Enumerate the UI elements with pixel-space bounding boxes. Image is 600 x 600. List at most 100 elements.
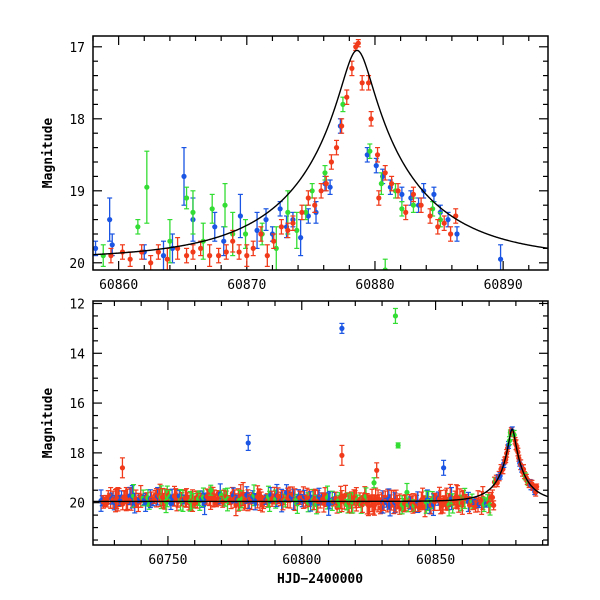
red-data-point — [374, 462, 380, 479]
red-data-point — [323, 175, 329, 192]
y-tick-label: 18 — [69, 113, 85, 128]
bottom-x-axis-title: HJD−2400000 — [277, 572, 363, 587]
red-data-point — [410, 186, 417, 203]
blue-data-point — [277, 201, 283, 217]
red-data-point — [344, 89, 350, 106]
red-data-point — [164, 247, 170, 270]
blue-data-point — [212, 211, 218, 242]
blue-data-point — [305, 208, 311, 224]
bottom-model-curve — [93, 428, 548, 503]
green-data-point — [222, 183, 228, 228]
red-data-point — [339, 118, 345, 134]
bottom-y-tick-labels: 12 14 16 18 20 — [69, 297, 85, 511]
red-data-point — [374, 147, 381, 163]
y-tick-label: 20 — [69, 497, 85, 512]
red-data-point — [216, 247, 222, 264]
top-plot-frame — [92, 35, 549, 271]
green-data-point — [392, 307, 399, 325]
red-data-point — [174, 237, 181, 260]
red-data-point — [244, 244, 250, 267]
x-tick-label: 60860 — [99, 278, 138, 293]
red-data-point — [236, 244, 242, 260]
red-data-point — [382, 165, 388, 181]
blue-data-point — [160, 240, 167, 270]
y-tick-label: 19 — [69, 185, 85, 200]
x-tick-label: 60750 — [148, 553, 187, 568]
red-data-point — [299, 204, 305, 221]
red-data-point — [127, 251, 133, 267]
red-data-point — [441, 215, 447, 231]
blue-data-point — [181, 147, 187, 206]
red-data-point — [207, 244, 213, 267]
red-data-point — [271, 233, 277, 249]
green-data-point — [190, 190, 196, 235]
green-data-point — [399, 201, 405, 217]
red-data-point — [223, 244, 229, 260]
bottom-plot-frame — [92, 300, 549, 546]
x-tick-label: 60880 — [355, 278, 394, 293]
blue-data-point — [497, 244, 504, 270]
red-data-point — [355, 38, 361, 48]
green-data-point — [378, 172, 384, 195]
y-tick-label: 12 — [69, 297, 85, 312]
red-data-point — [108, 247, 114, 264]
blue-data-point — [454, 226, 460, 242]
red-data-point — [119, 457, 126, 479]
bottom-data-points — [98, 307, 540, 518]
top-panel: 60860 60870 60880 60890 17 18 19 20 Magnitude — [41, 35, 549, 293]
red-data-point — [250, 240, 256, 257]
green-data-point — [367, 143, 373, 159]
bottom-panel: 60750 60800 60850 12 14 16 18 20 Magnitude HJD… — [41, 297, 549, 587]
red-data-point — [148, 255, 154, 270]
red-data-point — [312, 197, 318, 213]
top-y-tick-labels: 17 18 19 20 — [69, 41, 85, 272]
top-model-curve — [93, 49, 548, 256]
blue-data-point — [254, 211, 260, 249]
red-data-point — [230, 229, 236, 253]
green-data-point — [167, 219, 173, 264]
blue-data-point — [263, 208, 269, 231]
green-data-point — [273, 226, 279, 270]
green-data-point — [371, 477, 377, 489]
blue-data-point — [237, 193, 243, 239]
red-data-point — [359, 74, 365, 91]
red-data-point — [305, 190, 311, 206]
red-data-point — [318, 183, 324, 199]
blue-data-point — [107, 197, 113, 242]
blue-data-point — [364, 147, 370, 163]
red-data-point — [491, 500, 497, 511]
blue-data-point — [169, 233, 176, 264]
y-tick-label: 14 — [69, 347, 85, 362]
red-data-point — [403, 204, 409, 221]
green-data-point — [322, 165, 328, 181]
green-data-point — [340, 96, 346, 113]
red-data-point — [447, 226, 454, 242]
green-data-point — [395, 442, 401, 449]
red-data-point — [278, 219, 285, 235]
green-data-point — [183, 186, 190, 210]
red-data-point — [395, 183, 401, 199]
x-tick-label: 60800 — [282, 553, 321, 568]
y-tick-label: 17 — [69, 41, 85, 56]
red-data-point — [365, 74, 372, 91]
blue-data-point — [245, 434, 251, 451]
red-data-point — [339, 444, 345, 466]
y-tick-label: 20 — [69, 257, 85, 272]
red-data-point — [328, 154, 334, 170]
red-data-point — [183, 247, 190, 264]
blue-data-point — [431, 186, 437, 203]
green-data-point — [209, 193, 215, 224]
red-data-point — [368, 110, 374, 127]
red-data-point — [290, 215, 296, 231]
green-data-point — [135, 219, 141, 235]
top-data-points — [93, 38, 504, 270]
blue-data-point — [399, 186, 405, 203]
red-data-point — [389, 175, 395, 192]
red-data-point — [453, 208, 459, 224]
red-data-point — [333, 139, 340, 156]
red-data-point — [427, 208, 433, 224]
green-data-point — [144, 150, 150, 224]
blue-data-point — [441, 459, 447, 476]
red-data-point — [376, 190, 382, 206]
